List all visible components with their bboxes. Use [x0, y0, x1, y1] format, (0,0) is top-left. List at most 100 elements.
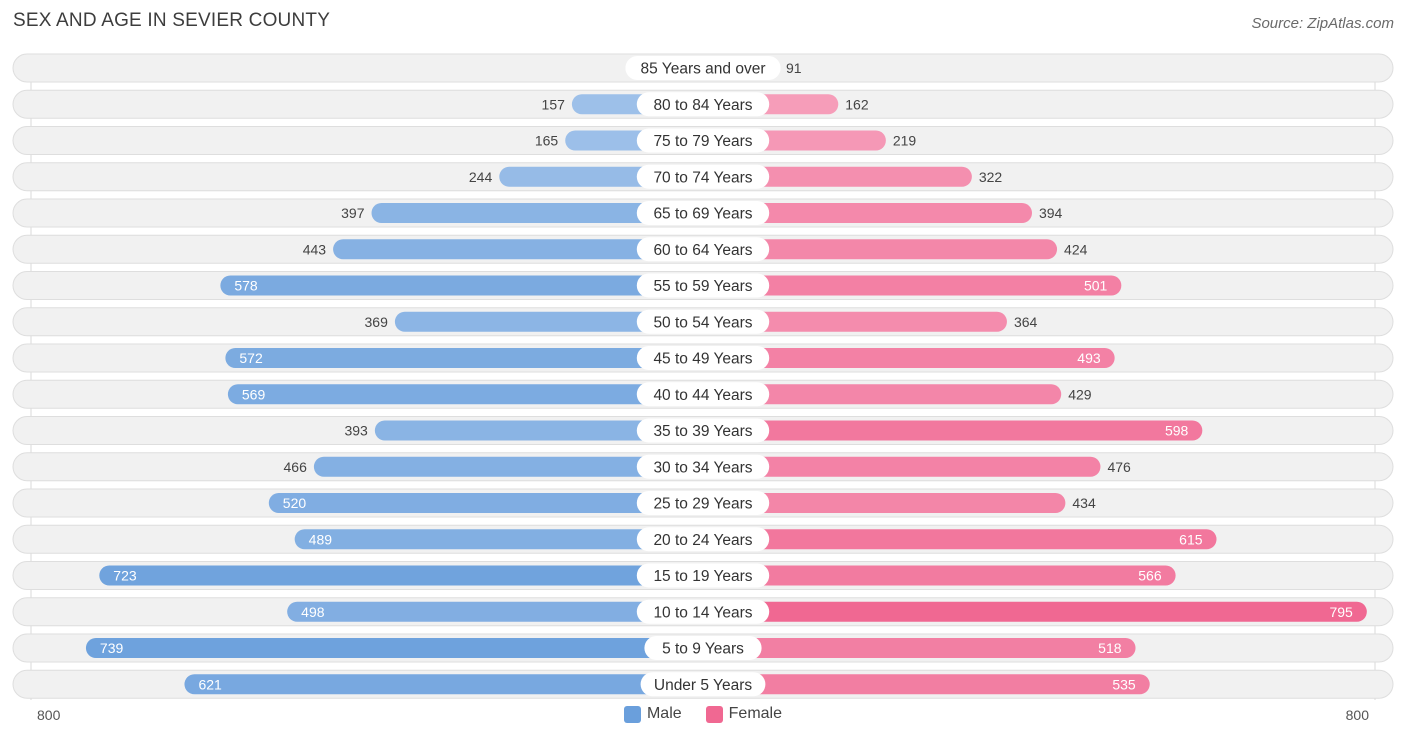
male-value-label: 578	[234, 278, 258, 294]
category-label: 40 to 44 Years	[653, 387, 752, 404]
category-pill	[636, 237, 770, 262]
female-bar	[703, 348, 1115, 368]
female-bar	[703, 420, 1203, 441]
category-pill	[636, 491, 770, 515]
male-bar	[374, 420, 703, 441]
female-bar	[703, 565, 1176, 586]
category-pill	[636, 309, 770, 334]
female-value-label: 219	[893, 133, 917, 149]
category-label: 35 to 39 Years	[653, 423, 752, 440]
male-bar	[99, 565, 704, 586]
male-value-label: 157	[542, 96, 566, 112]
male-value-label: 393	[344, 423, 368, 439]
male-value-label: 520	[283, 495, 307, 511]
male-value-label: 397	[341, 205, 365, 221]
axis-left-max-label: 800	[37, 707, 61, 723]
female-value-label: 434	[1072, 495, 1096, 511]
female-value-label: 795	[1329, 604, 1353, 620]
category-pill	[636, 128, 770, 153]
female-bar	[703, 601, 1367, 622]
male-value-label: 572	[239, 350, 263, 366]
category-pill	[636, 382, 770, 407]
female-value-label: 162	[845, 96, 869, 112]
female-bar	[703, 674, 1150, 695]
female-bar	[703, 239, 1058, 260]
category-label: 65 to 69 Years	[653, 206, 752, 223]
female-bar	[703, 638, 1136, 658]
category-label: 30 to 34 Years	[653, 459, 752, 476]
category-pill	[636, 527, 770, 552]
female-value-label: 424	[1064, 241, 1088, 257]
category-label: 80 to 84 Years	[653, 97, 752, 114]
category-pill	[644, 636, 762, 660]
category-label: 85 Years and over	[641, 61, 766, 78]
male-bar	[184, 674, 704, 695]
male-value-label: 723	[113, 568, 137, 584]
axis-right-max-label: 800	[1345, 707, 1369, 723]
female-value-label: 364	[1014, 314, 1038, 330]
category-pill	[636, 273, 770, 298]
female-bar	[703, 166, 972, 187]
female-value-label: 91	[786, 60, 802, 76]
legend-male-label: Male	[646, 705, 682, 722]
category-label: 10 to 14 Years	[653, 604, 752, 621]
male-value-label: 569	[242, 386, 266, 402]
male-value-label: 489	[309, 531, 333, 547]
category-label: 20 to 24 Years	[653, 532, 752, 549]
female-value-label: 598	[1165, 423, 1189, 439]
female-bar	[703, 203, 1032, 223]
legend-item-female[interactable]: Female	[705, 705, 783, 723]
category-label: 60 to 64 Years	[653, 242, 752, 259]
female-value-label: 429	[1068, 386, 1092, 402]
category-pill	[636, 164, 770, 189]
category-label: Under 5 Years	[654, 677, 752, 694]
female-bar	[703, 311, 1007, 332]
male-bar	[268, 493, 703, 513]
male-value-label: 466	[284, 459, 308, 475]
female-value-label: 615	[1179, 531, 1203, 547]
male-bar	[371, 203, 703, 223]
female-value-label: 518	[1098, 640, 1122, 656]
male-bar	[227, 384, 703, 405]
female-value-label: 476	[1107, 459, 1131, 475]
male-value-label: 165	[535, 133, 559, 149]
category-pill	[625, 56, 781, 80]
category-label: 15 to 19 Years	[653, 568, 752, 585]
male-value-label: 369	[365, 314, 389, 330]
category-pill	[636, 599, 770, 624]
male-bar	[287, 601, 703, 622]
female-value-label: 501	[1084, 278, 1108, 294]
female-value-label: 322	[979, 169, 1003, 185]
male-value-label: 498	[301, 604, 325, 620]
source-label: Source: ZipAtlas.com	[1251, 15, 1394, 32]
category-label: 45 to 49 Years	[653, 351, 752, 368]
male-bar	[220, 275, 703, 296]
female-bar	[703, 493, 1066, 513]
female-bar	[703, 529, 1217, 550]
male-value-label: 739	[100, 640, 124, 656]
category-label: 55 to 59 Years	[653, 278, 752, 295]
male-bar	[394, 311, 703, 332]
chart-title: SEX AND AGE IN SEVIER COUNTY	[13, 10, 331, 31]
legend: Male Female	[0, 705, 1406, 723]
female-bar	[703, 456, 1101, 477]
female-bar	[703, 384, 1062, 405]
category-label: 50 to 54 Years	[653, 314, 752, 331]
female-value-label: 493	[1077, 350, 1101, 366]
category-pill	[636, 563, 770, 588]
male-value-label: 443	[303, 241, 327, 257]
male-bar	[225, 348, 703, 368]
female-swatch	[705, 705, 723, 723]
female-value-label: 566	[1138, 568, 1162, 584]
category-pill	[636, 201, 770, 225]
category-pill	[640, 672, 766, 697]
legend-female-label: Female	[728, 705, 783, 722]
female-bar	[703, 275, 1122, 296]
category-label: 5 to 9 Years	[662, 641, 744, 658]
category-label: 25 to 29 Years	[653, 496, 752, 513]
female-value-label: 535	[1112, 676, 1136, 692]
male-bar	[85, 638, 703, 658]
category-label: 70 to 74 Years	[653, 169, 752, 186]
legend-item-male[interactable]: Male	[623, 705, 682, 723]
